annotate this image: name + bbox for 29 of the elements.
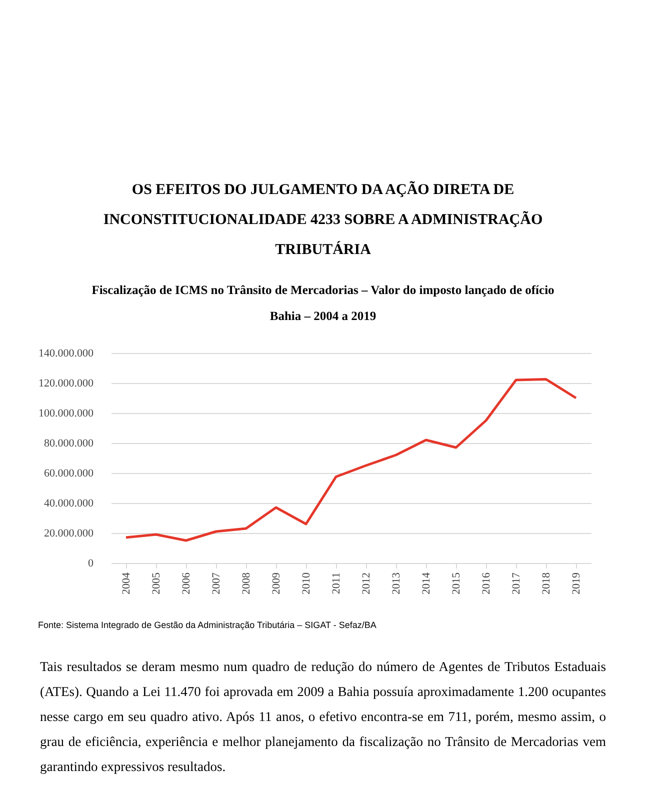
x-tick-label: 2008 [240, 572, 252, 594]
x-tick-label: 2019 [570, 572, 582, 594]
x-tick-label: 2005 [150, 572, 162, 594]
chart-subtitle: Fiscalização de ICMS no Trânsito de Mercadorias – Valor do imposto lançado de ofício Bahia – 2004 a 2019 [90, 282, 556, 325]
y-tick-label: 40.000.000 [44, 498, 94, 510]
x-tick-label: 2017 [510, 572, 522, 594]
line-series [124, 378, 578, 542]
y-tick-label: 140.000.000 [38, 348, 94, 360]
x-tick-label: 2010 [300, 572, 312, 594]
x-tick-label: 2014 [420, 572, 432, 594]
x-tick-label: 2018 [540, 572, 552, 594]
y-tick-label: 100.000.000 [38, 408, 94, 420]
x-tick-label: 2013 [390, 572, 402, 594]
source-note: Fonte: Sistema Integrado de Gestão da Administração Tributária – SIGAT - Sefaz/BA [38, 620, 378, 630]
x-tick-label: 2007 [210, 572, 222, 594]
x-tick-label: 2011 [330, 572, 342, 594]
x-tick-label: 2009 [270, 572, 282, 594]
chart-title: OS EFEITOS DO JULGAMENTO DA AÇÃO DIRETA DE INCONSTITUCIONALIDADE 4233 SOBRE A ADMINISTRAÇÃO TRIBUTÁRIA [102, 180, 544, 260]
x-tick-label: 2004 [120, 572, 132, 594]
y-tick-label: 80.000.000 [44, 438, 94, 450]
y-tick-label: 20.000.000 [44, 528, 94, 540]
x-tick-label: 2016 [480, 572, 492, 594]
text: Tais resultados se deram mesmo num quadro de redução do número de Agentes de Tributos Estaduais (ATEs). Quando a Lei 11.470 foi aprovada em 2009 a Bahia possuía aproximadamente 1.200 ocupantes nesse cargo em seu quadro ativo. Após 11 anos, o efetivo encontra-se em 711, porém, mesmo assim, o grau de eficiência, experiência e melhor planejamento da fiscalização no Trânsito de Mercadorias vem garantindo expressivos resultados. [40, 658, 606, 776]
y-tick-label: 0 [88, 558, 94, 570]
y-tick-label: 60.000.000 [44, 468, 94, 480]
x-tick-label: 2015 [450, 572, 462, 594]
x-tick-label: 2006 [180, 572, 192, 594]
y-tick-label: 120.000.000 [38, 378, 94, 390]
x-tick-label: 2012 [360, 572, 372, 594]
